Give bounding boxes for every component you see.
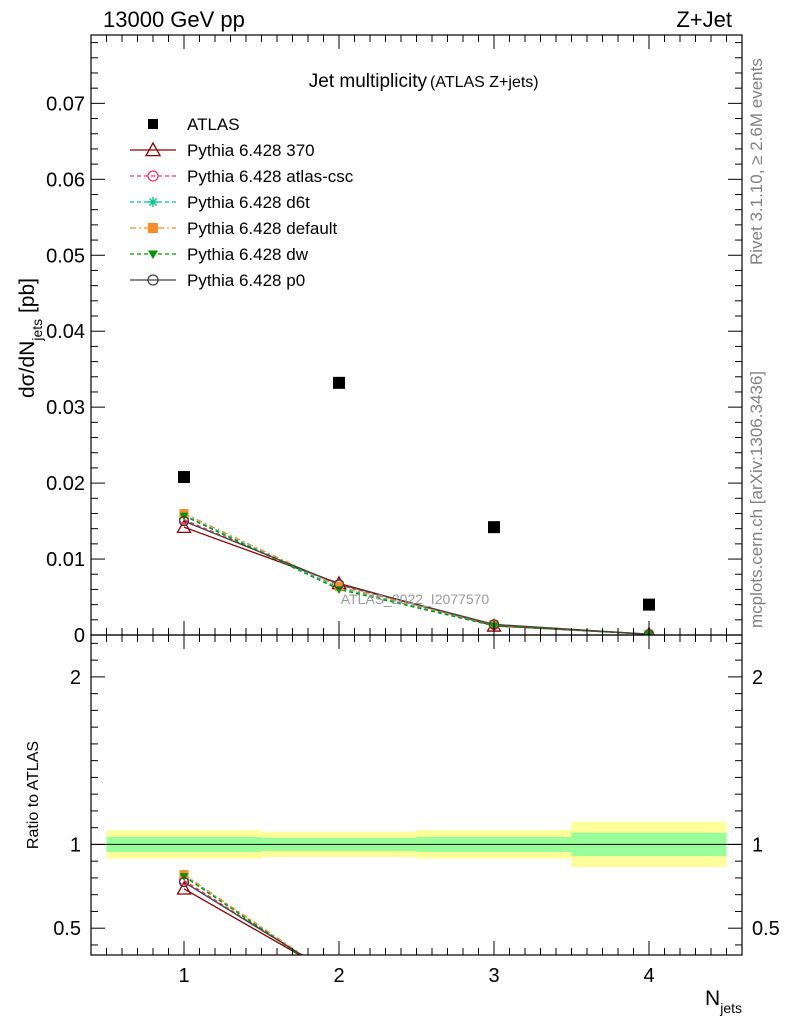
ratio-plot-frame [90,634,743,956]
legend-marker-3 [148,197,158,207]
legend-marker-6 [147,274,159,286]
axis-ticks [91,35,742,955]
ratio-line-5 [183,875,302,955]
ratio-point-6-4 [645,1003,654,1012]
ratio-point-1-4 [643,1001,656,1013]
legend-label-6: Pythia 6.428 p0 [187,271,305,290]
ratio-y-tick-label-right: 0.5 [752,918,780,940]
ratio-line-3 [183,874,303,955]
main-line-1 [183,526,650,635]
atlas-point-1 [178,471,190,484]
main-title: Jet multiplicity [309,71,428,92]
ratio-point-6-3 [490,991,499,1000]
atlas-point-3 [488,521,500,534]
main-y-tick-label: 0.06 [46,169,85,191]
atlas-point-4 [643,598,655,611]
ratio-point-2-4 [645,1003,654,1012]
main-y-tick-label: 0 [74,625,85,647]
main-line-2 [183,519,650,635]
legend-marker-5 [148,250,158,259]
watermark: ATLAS_2022_I2077570 [341,591,490,607]
ratio-y-tick-label: 2 [70,667,81,689]
atlas-point-2 [333,376,345,389]
ratio-point-5-4 [645,1005,654,1013]
header-left: 13000 GeV pp [103,7,245,32]
legend-label-2: Pythia 6.428 atlas-csc [187,167,354,186]
axis-tick-labels: 0 0.01 0.02 0.03 0.04 0.05 0.06 0.07 1 2 3 4 0.5 0.5 1… [46,93,780,987]
ratio-series-markers [176,870,656,1013]
legend-marker-4 [148,223,158,233]
legend-marker-2 [147,170,159,182]
main-subtitle: (ATLAS Z+jets) [430,74,539,91]
x-tick-label: 4 [643,965,654,987]
ratio-point-6-1 [178,876,190,888]
ratio-line-6 [183,881,303,955]
x-axis-label: Njets [705,987,742,1016]
legend-marker-atlas [148,119,158,129]
main-line-6 [183,520,650,635]
main-point-6-2 [333,578,345,590]
ratio-y-axis-label-text: Ratio to ATLAS [25,741,42,849]
main-y-tick-label: 0.02 [46,473,85,495]
ratio-y-tick-label-right: 1 [752,834,763,856]
ratio-point-1-1 [176,880,192,895]
main-line-3 [183,514,650,635]
main-line-5 [183,515,650,635]
main-point-1-1 [176,519,192,534]
ratio-point-5-1 [179,873,189,881]
main-y-tick-label: 0.07 [46,93,85,115]
legend-label-4: Pythia 6.428 default [187,219,338,238]
ratio-y-tick-label: 1 [70,834,81,856]
legend-marker-1 [144,141,162,157]
ratio-y-tick-label-right: 2 [752,667,763,689]
main-series-markers [176,508,655,635]
main-series-lines [183,512,650,635]
legend [130,119,176,286]
ratio-point-2-3 [490,992,499,1001]
ratio-point-3-3 [490,992,499,1001]
ratio-point-4-3 [490,991,499,1000]
atlas-data-points [178,376,655,611]
x-tick-label: 2 [333,965,344,987]
legend-label-3: Pythia 6.428 d6t [187,193,310,212]
ratio-uncertainty-bands [91,821,742,868]
legend-label-5: Pythia 6.428 dw [187,245,309,264]
main-y-tick-label: 0.04 [46,321,85,343]
ratio-point-3-4 [645,1003,654,1012]
main-y-tick-label: 0.03 [46,397,85,419]
ratio-line-2 [183,879,303,955]
main-y-axis-label: dσ/dNjets [pb] [16,278,45,398]
header-right: Z+Jet [676,7,732,32]
x-tick-label: 1 [178,965,189,987]
ratio-series-lines [183,874,304,955]
x-tick-label: 3 [488,965,499,987]
legend-label-1: Pythia 6.428 370 [187,141,315,160]
ratio-point-4-4 [645,1003,654,1012]
ratio-y-tick-label: 0.5 [53,918,81,940]
ratio-line-4 [183,874,304,955]
main-line-4 [183,512,650,635]
side-label-bottom: mcplots.cern.ch [arXiv:1306.3436] [747,371,766,628]
ratio-point-1-3 [488,991,501,1003]
side-label-top: Rivet 3.1.10, ≥ 2.6M events [747,58,766,265]
main-y-tick-label: 0.05 [46,245,85,267]
main-point-6-1 [178,515,190,527]
legend-label-atlas: ATLAS [187,115,240,134]
main-y-axis-label-text: dσ/dNjets [pb] [16,278,45,398]
ratio-y-axis-label: Ratio to ATLAS [25,741,42,849]
ratio-point-5-3 [490,995,499,1003]
main-y-tick-label: 0.01 [46,549,85,571]
ratio-line-1 [183,888,301,955]
